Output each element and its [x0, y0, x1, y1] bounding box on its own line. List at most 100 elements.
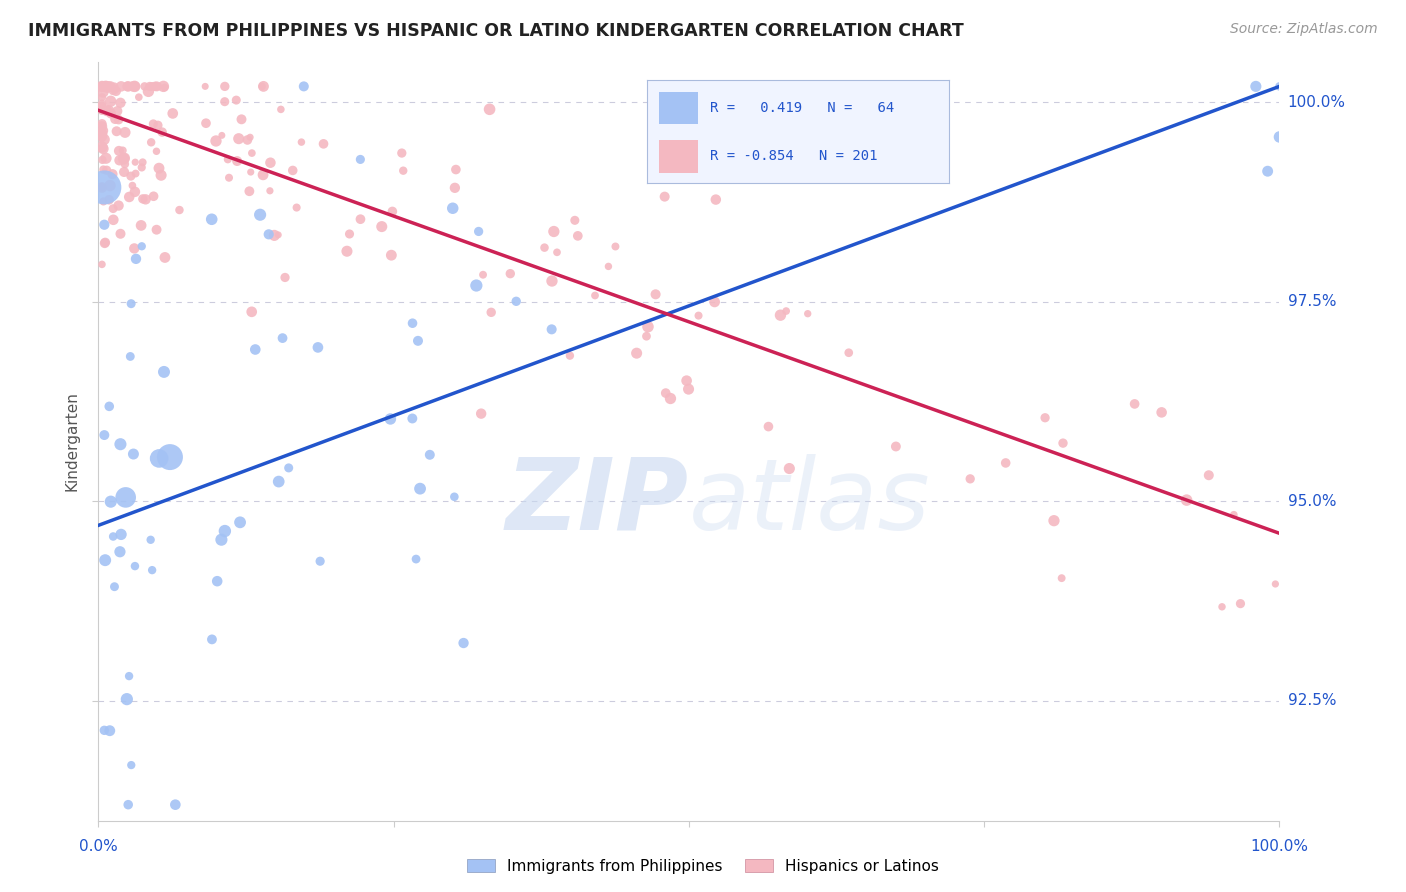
Point	[195, 116, 218, 130]
Point	[659, 392, 682, 406]
Point	[145, 223, 167, 237]
Point	[209, 533, 232, 547]
Point	[252, 168, 274, 182]
Point	[139, 533, 162, 547]
Point	[558, 349, 581, 363]
Point	[104, 112, 127, 127]
Point	[122, 79, 145, 94]
Point	[263, 228, 285, 243]
Point	[406, 334, 429, 348]
Point	[267, 227, 290, 242]
Point	[105, 124, 128, 138]
Point	[205, 134, 228, 148]
Point	[114, 157, 136, 171]
Point	[148, 161, 170, 176]
Point	[101, 84, 124, 98]
Point	[91, 153, 114, 167]
Point	[214, 95, 236, 109]
Point	[148, 451, 170, 466]
Point	[118, 190, 141, 204]
Point	[769, 308, 792, 322]
Point	[91, 90, 114, 104]
Point	[124, 559, 146, 574]
Point	[307, 340, 329, 354]
Point	[91, 130, 114, 145]
Point	[117, 797, 139, 812]
Point	[162, 106, 184, 120]
Point	[257, 227, 280, 242]
Point	[91, 79, 114, 94]
Point	[225, 93, 247, 107]
Point	[96, 79, 118, 94]
Point	[567, 228, 589, 243]
Point	[637, 319, 659, 334]
Point	[169, 202, 191, 217]
Point	[98, 178, 121, 193]
Point	[114, 491, 136, 505]
Point	[108, 153, 131, 168]
Point	[270, 103, 292, 117]
Point	[93, 428, 115, 442]
Point	[274, 270, 297, 285]
Point	[128, 90, 150, 104]
Point	[959, 472, 981, 486]
Point	[103, 212, 125, 227]
Point	[546, 245, 568, 260]
Point	[93, 236, 115, 251]
Point	[704, 193, 727, 207]
Point	[290, 135, 312, 149]
Point	[111, 144, 134, 158]
Point	[108, 545, 131, 559]
Point	[453, 636, 475, 650]
Point	[153, 251, 176, 265]
Point	[380, 248, 402, 262]
Point	[110, 95, 132, 110]
Point	[211, 128, 233, 143]
Point	[271, 331, 294, 345]
Point	[124, 155, 146, 169]
Point	[134, 79, 156, 94]
Point	[1268, 79, 1291, 94]
Point	[141, 136, 163, 150]
Point	[505, 294, 527, 309]
Point	[91, 123, 114, 137]
Point	[93, 723, 115, 738]
Point	[703, 294, 725, 309]
Point	[124, 167, 146, 181]
Point	[91, 103, 114, 118]
Point	[105, 84, 128, 98]
Point	[470, 407, 492, 421]
Point	[309, 554, 332, 568]
Point	[138, 84, 160, 98]
Point	[110, 227, 132, 241]
Point	[91, 79, 114, 94]
Point	[100, 494, 122, 508]
Point	[97, 103, 120, 118]
Point	[775, 304, 797, 318]
Point	[145, 79, 167, 94]
Text: 95.0%: 95.0%	[1288, 494, 1336, 509]
Point	[644, 287, 666, 301]
Point	[152, 79, 174, 94]
Point	[141, 563, 163, 577]
Point	[231, 112, 253, 127]
Point	[472, 268, 495, 282]
Point	[541, 274, 564, 288]
Text: IMMIGRANTS FROM PHILIPPINES VS HISPANIC OR LATINO KINDERGARTEN CORRELATION CHART: IMMIGRANTS FROM PHILIPPINES VS HISPANIC …	[28, 22, 965, 40]
Point	[543, 225, 565, 239]
Point	[124, 79, 146, 94]
Point	[110, 437, 132, 451]
Point	[98, 79, 121, 94]
Point	[1043, 514, 1066, 528]
Point	[249, 208, 271, 222]
Point	[392, 163, 415, 178]
Point	[636, 329, 658, 343]
Point	[626, 346, 648, 360]
Point	[96, 163, 118, 178]
Point	[94, 79, 117, 94]
Point	[114, 125, 136, 139]
Point	[115, 79, 138, 94]
Point	[405, 552, 427, 566]
Point	[124, 79, 146, 94]
Point	[239, 165, 262, 179]
